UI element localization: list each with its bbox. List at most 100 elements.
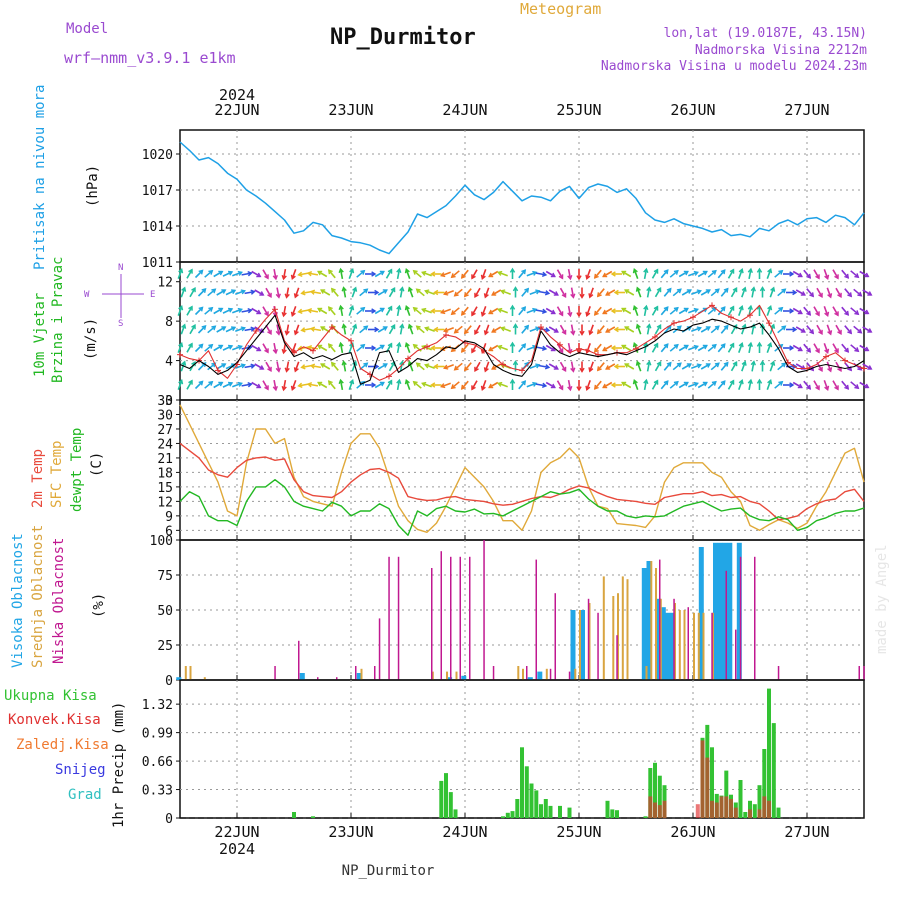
wind-arrow-head bbox=[382, 326, 388, 331]
wind-arrow-head bbox=[290, 274, 296, 280]
wind-arrow bbox=[654, 324, 662, 335]
precip-bar-total bbox=[738, 780, 743, 818]
wind-arrow-head bbox=[250, 326, 256, 332]
wind-arrow bbox=[422, 382, 432, 388]
wind-arrow bbox=[189, 287, 196, 298]
wind-arrow bbox=[488, 344, 499, 352]
wind-arrow-head bbox=[412, 269, 418, 275]
cloud-bar-mid bbox=[674, 603, 676, 680]
wind-arrow-head bbox=[178, 305, 184, 311]
wind-arrow-head bbox=[237, 381, 243, 387]
precip-bar-convective bbox=[648, 796, 653, 818]
wind-arrow-head bbox=[509, 378, 516, 384]
wind-arrow-head bbox=[797, 346, 803, 352]
wind-arrow bbox=[813, 269, 820, 279]
wind-arrow bbox=[621, 307, 632, 315]
wind-arrow-head bbox=[683, 270, 689, 276]
wind-arrow-head bbox=[558, 348, 564, 354]
wind-arrow bbox=[826, 324, 832, 335]
wind-arrow bbox=[586, 306, 591, 316]
wind-arrow bbox=[461, 380, 469, 390]
wind-arrow-head bbox=[621, 381, 627, 387]
wind-arrow-head bbox=[450, 273, 456, 279]
cloud-bar-low bbox=[597, 612, 599, 680]
wind-arrow bbox=[285, 361, 290, 372]
wind-arrow bbox=[301, 364, 312, 369]
wind-arrow-head bbox=[759, 286, 766, 292]
temperature-ytick-label: 6 bbox=[165, 524, 173, 539]
top-day-labels: 22JUN 23JUN 24JUN 25JUN 26JUN 27JUN bbox=[214, 101, 829, 119]
wind-arrow-head bbox=[800, 328, 806, 333]
wind-arrow bbox=[535, 272, 547, 276]
wind-arrow bbox=[317, 381, 328, 389]
wind-arrow bbox=[307, 383, 319, 387]
wind-arrow bbox=[660, 269, 669, 279]
wind-arrow-head bbox=[824, 274, 830, 280]
wind-arrow-head bbox=[741, 360, 747, 366]
wind-arrow bbox=[317, 270, 328, 278]
wind-arrow-head bbox=[352, 360, 358, 366]
wind-arrow bbox=[521, 288, 529, 297]
wind-arrow-head bbox=[676, 288, 682, 294]
precip-bar-convective bbox=[700, 740, 705, 818]
wind-arrow bbox=[454, 288, 463, 297]
cloud-bar-high bbox=[580, 610, 585, 680]
wind-arrow bbox=[484, 324, 490, 335]
wind-arrow-head bbox=[521, 306, 527, 312]
wind-arrow bbox=[301, 290, 312, 295]
wind-arrow-head bbox=[864, 346, 870, 352]
wind-arrow bbox=[262, 343, 269, 353]
precip-bar-total bbox=[643, 816, 648, 818]
wind-arrow bbox=[454, 325, 463, 334]
wind-arrow-head bbox=[309, 289, 316, 295]
wind-arrow bbox=[697, 270, 708, 278]
wind-arrow bbox=[526, 345, 537, 351]
wind-arrow bbox=[298, 383, 309, 387]
wind-arrow-head bbox=[666, 287, 672, 293]
wind-arrow-head bbox=[867, 291, 873, 296]
wind-arrow-head bbox=[474, 329, 479, 335]
precip-bar-total bbox=[520, 747, 524, 818]
cloud-bar-low bbox=[274, 666, 276, 680]
wind-arrow-head bbox=[864, 309, 870, 315]
wind-arrow-head bbox=[854, 347, 860, 353]
wind-arrow-head bbox=[596, 292, 602, 298]
wind-arrow bbox=[700, 289, 711, 296]
wind-arrow-head bbox=[404, 305, 410, 311]
wind-arrow bbox=[235, 290, 245, 295]
wind-arrow-head bbox=[211, 325, 217, 331]
precip-bar-total bbox=[292, 812, 296, 818]
wind-arrow-head bbox=[714, 362, 720, 368]
wind-arrow-head bbox=[211, 288, 217, 294]
wind-arrow-head bbox=[711, 343, 717, 349]
wind-arrow-head bbox=[673, 269, 679, 275]
wind-arrow-head bbox=[237, 270, 243, 276]
wind-arrow-head bbox=[247, 345, 253, 351]
wind-arrow bbox=[636, 324, 642, 335]
wind-arrow bbox=[377, 289, 388, 296]
wind-arrow bbox=[621, 344, 632, 352]
wind-arrow bbox=[194, 269, 204, 279]
wind-arrow-head bbox=[349, 305, 355, 311]
wind-arrow-head bbox=[815, 274, 820, 280]
wind-arrow bbox=[586, 269, 591, 279]
wind-arrow-head bbox=[379, 270, 385, 276]
wind-arrow-head bbox=[191, 287, 196, 293]
precipitation-ytick-label: 0.66 bbox=[142, 755, 173, 770]
wind-arrow bbox=[859, 270, 869, 278]
wind-arrow-head bbox=[576, 386, 582, 392]
wind-arrow bbox=[207, 325, 216, 334]
wind-arrow bbox=[251, 307, 261, 315]
cloud-bar-low bbox=[397, 556, 400, 680]
wind-arrow-head bbox=[421, 381, 427, 387]
wind-arrow bbox=[408, 324, 414, 335]
precip-bar-total bbox=[615, 810, 619, 818]
wind-arrow bbox=[720, 325, 729, 334]
wind-arrow bbox=[806, 325, 814, 334]
wind-arrow-head bbox=[178, 268, 184, 274]
wind-arrow bbox=[717, 269, 726, 279]
wind-arrow bbox=[643, 268, 648, 280]
wind-arrow-head bbox=[371, 271, 377, 277]
cloud-bar-mid bbox=[678, 610, 681, 680]
wind-arrow bbox=[474, 287, 481, 298]
